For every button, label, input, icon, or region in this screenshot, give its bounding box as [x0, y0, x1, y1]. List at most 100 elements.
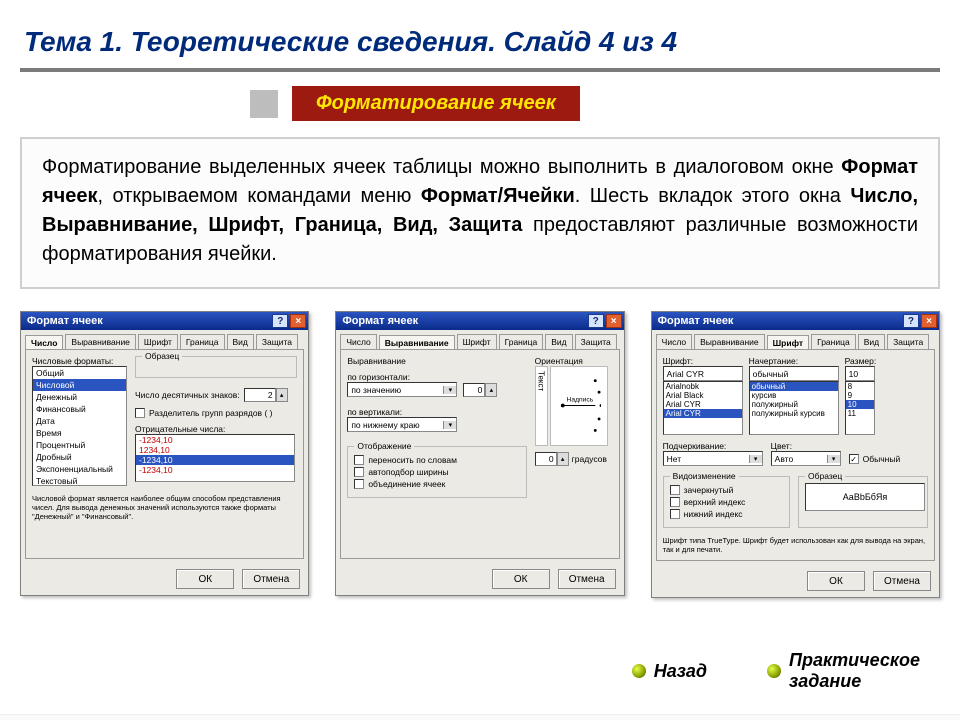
list-item[interactable]: Arial Black	[664, 391, 742, 400]
help-button[interactable]: ?	[903, 314, 919, 328]
list-item[interactable]: Дробный	[33, 451, 126, 463]
color-combo[interactable]: Авто▾	[771, 451, 841, 466]
font-listbox[interactable]: Arialnobk Arial Black Arial CYR Arial CY…	[663, 381, 743, 435]
close-button[interactable]: ×	[606, 314, 622, 328]
cancel-button[interactable]: Отмена	[873, 571, 931, 591]
list-item[interactable]: Arialnobk	[664, 382, 742, 391]
list-item[interactable]: 9	[846, 391, 874, 400]
tab-align[interactable]: Выравнивание	[65, 334, 136, 349]
list-item[interactable]: курсив	[750, 391, 838, 400]
list-item[interactable]: Экспоненциальный	[33, 463, 126, 475]
decimals-spinner[interactable]: ▴	[244, 388, 288, 402]
chevron-down-icon[interactable]: ▾	[443, 421, 456, 429]
spin-up-icon[interactable]: ▴	[557, 452, 569, 466]
list-item[interactable]: 1234,10	[136, 445, 294, 455]
dialog-titlebar[interactable]: Формат ячеек ? ×	[21, 312, 308, 330]
tab-font[interactable]: Шрифт	[457, 334, 497, 349]
orientation-dial[interactable]: Надпись	[550, 366, 608, 446]
style-input[interactable]: обычный	[749, 366, 839, 381]
list-item[interactable]: -1234,10	[136, 435, 294, 445]
list-item[interactable]: Arial CYR	[664, 409, 742, 418]
list-item[interactable]: 8	[846, 382, 874, 391]
list-item[interactable]: полужирный	[750, 400, 838, 409]
tab-view[interactable]: Вид	[545, 334, 572, 349]
list-item[interactable]: Текстовый	[33, 475, 126, 486]
tab-border[interactable]: Граница	[811, 334, 856, 349]
size-listbox[interactable]: 8 9 10 11	[845, 381, 875, 435]
underline-label: Подчеркивание:	[663, 441, 763, 451]
degrees-input[interactable]	[535, 452, 557, 466]
tab-protect[interactable]: Защита	[575, 334, 617, 349]
chevron-down-icon[interactable]: ▾	[827, 455, 840, 463]
cancel-button[interactable]: Отмена	[242, 569, 300, 589]
tab-border[interactable]: Граница	[499, 334, 544, 349]
cancel-button[interactable]: Отмена	[558, 569, 616, 589]
list-item[interactable]: 11	[846, 409, 874, 418]
help-button[interactable]: ?	[588, 314, 604, 328]
size-input[interactable]: 10	[845, 366, 875, 381]
chevron-down-icon[interactable]: ▾	[443, 386, 456, 394]
list-item[interactable]: Дата	[33, 415, 126, 427]
list-item[interactable]: обычный	[750, 382, 838, 391]
negatives-list[interactable]: -1234,10 1234,10 -1234,10 -1234,10	[135, 434, 295, 482]
tab-border[interactable]: Граница	[180, 334, 225, 349]
vert-combo[interactable]: по нижнему краю▾	[347, 417, 457, 432]
underline-combo[interactable]: Нет▾	[663, 451, 763, 466]
wrap-checkbox[interactable]	[354, 455, 364, 465]
tab-number[interactable]: Число	[656, 334, 692, 349]
tab-align[interactable]: Выравнивание	[694, 334, 765, 349]
normal-checkbox[interactable]: ✓	[849, 454, 859, 464]
nav-practice[interactable]: Практическое задание	[767, 650, 920, 692]
list-item[interactable]: 10	[846, 400, 874, 409]
chevron-down-icon[interactable]: ▾	[749, 455, 762, 463]
superscript-checkbox[interactable]	[670, 497, 680, 507]
tab-view[interactable]: Вид	[227, 334, 254, 349]
style-listbox[interactable]: обычный курсив полужирный полужирный кур…	[749, 381, 839, 435]
tab-font[interactable]: Шрифт	[767, 335, 809, 350]
list-item[interactable]: Финансовый	[33, 403, 126, 415]
spin-up-icon[interactable]: ▴	[485, 383, 497, 397]
nav-back[interactable]: Назад	[632, 661, 707, 682]
svg-text:Надпись: Надпись	[566, 397, 593, 404]
shrink-checkbox[interactable]	[354, 467, 364, 477]
list-item[interactable]: полужирный курсив	[750, 409, 838, 418]
tab-protect[interactable]: Защита	[887, 334, 929, 349]
list-item[interactable]: Процентный	[33, 439, 126, 451]
superscript-label: верхний индекс	[684, 497, 746, 507]
orient-vertical-text[interactable]: Текст	[535, 366, 548, 446]
spin-up-icon[interactable]: ▴	[276, 388, 288, 402]
dialog-titlebar[interactable]: Формат ячеек ? ×	[652, 312, 939, 330]
help-button[interactable]: ?	[272, 314, 288, 328]
tab-protect[interactable]: Защита	[256, 334, 298, 349]
tab-view[interactable]: Вид	[858, 334, 885, 349]
list-item[interactable]: Числовой	[33, 379, 126, 391]
list-item[interactable]: -1234,10	[136, 465, 294, 475]
degrees-spinner[interactable]: ▴	[535, 452, 569, 466]
close-button[interactable]: ×	[290, 314, 306, 328]
horiz-combo[interactable]: по значению▾	[347, 382, 457, 397]
indent-input[interactable]	[463, 383, 485, 397]
ok-button[interactable]: ОК	[807, 571, 865, 591]
style-value: обычный	[750, 369, 838, 379]
dialog-titlebar[interactable]: Формат ячеек ? ×	[336, 312, 623, 330]
tab-align[interactable]: Выравнивание	[379, 335, 455, 350]
separator-checkbox[interactable]	[135, 408, 145, 418]
subscript-checkbox[interactable]	[670, 509, 680, 519]
ok-button[interactable]: ОК	[492, 569, 550, 589]
list-item[interactable]: Время	[33, 427, 126, 439]
list-item[interactable]: -1234,10	[136, 455, 294, 465]
list-item[interactable]: Общий	[33, 367, 126, 379]
decimals-input[interactable]	[244, 388, 276, 402]
tab-font[interactable]: Шрифт	[138, 334, 178, 349]
font-input[interactable]: Arial CYR	[663, 366, 743, 381]
tab-number[interactable]: Число	[25, 335, 63, 350]
close-button[interactable]: ×	[921, 314, 937, 328]
tab-number[interactable]: Число	[340, 334, 376, 349]
list-item[interactable]: Arial CYR	[664, 400, 742, 409]
list-item[interactable]: Денежный	[33, 391, 126, 403]
strike-checkbox[interactable]	[670, 485, 680, 495]
indent-spinner[interactable]: ▴	[463, 383, 497, 397]
ok-button[interactable]: ОК	[176, 569, 234, 589]
merge-checkbox[interactable]	[354, 479, 364, 489]
formats-listbox[interactable]: Общий Числовой Денежный Финансовый Дата …	[32, 366, 127, 486]
